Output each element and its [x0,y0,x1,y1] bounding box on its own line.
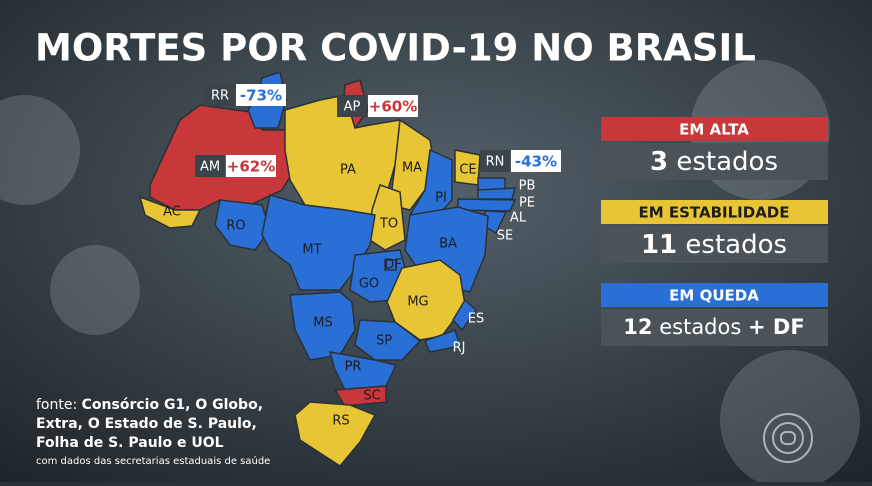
state-label: TO [379,217,398,232]
legend-heading-box [601,117,828,141]
callout-value: +60% [369,98,417,116]
state-label: RO [226,219,245,234]
state-es [452,298,477,332]
legend-count-number: 3 [650,147,668,177]
callout-code: AM [200,160,220,175]
state-label: PR [345,360,362,375]
state-label: MT [302,243,321,258]
legend-count-box [601,143,828,180]
state-label: PA [340,163,356,178]
legend-count-number: 12 [623,315,652,339]
state-ro [214,199,271,251]
legend-count-unit: estados [676,147,778,177]
source-line: Consórcio G1, O Globo, [82,397,263,413]
source-label: fonte: [36,397,77,413]
legend-heading-box [601,283,828,307]
state-label: BA [439,237,457,252]
state-label: AC [163,205,181,220]
source-note: com dados das secretarias estaduais de s… [36,455,270,467]
state-label: MA [402,161,422,176]
callout-value-box [511,150,561,172]
state-sp [354,319,422,361]
callout-value-box [236,84,286,106]
state-label: PE [519,196,535,211]
state-pb [477,187,516,200]
state-label: MS [313,316,332,331]
state-df [384,259,397,271]
state-label: SP [376,334,392,349]
state-ma [389,118,436,211]
legend-count-extra: + DF [748,315,805,339]
callout-code-box [205,84,235,106]
callout-value-box [226,155,276,177]
legend-count: 11 estados [641,230,787,260]
state-label: RS [332,414,349,429]
legend-count-unit: estados [685,230,787,260]
state-label: PI [435,191,447,206]
source-line: Extra, O Estado de S. Paulo, [36,416,257,432]
legend-count: 12 estados + DF [623,315,804,339]
callout-code: AP [344,100,361,115]
state-to [369,184,406,251]
callout-code-box [195,155,225,177]
state-label: SC [363,389,380,404]
legend-heading: EM QUEDA [669,287,759,305]
globo-logo [763,413,813,463]
legend-count-number: 11 [641,230,677,260]
callouts: RR -73% AP +60% AM +62% RN -43% [195,84,561,177]
state-rs [294,401,377,467]
source-line: Folha de S. Paulo e UOL [36,435,224,451]
legend: EM ALTA 3 estados EM ESTABILIDADE 11 estado… [601,117,828,346]
legend-heading: EM ESTABILIDADE [638,204,789,222]
state-mt [261,194,376,291]
legend-count-box [601,309,828,346]
state-label: MG [407,295,428,310]
state-label: GO [359,277,379,292]
state-label: RJ [453,341,466,356]
callout-value: -73% [240,87,282,105]
legend-heading-box [601,200,828,224]
state-label: ES [468,312,484,327]
legend-count-box [601,226,828,263]
state-ac [138,195,202,229]
callout-value-box [368,95,418,117]
legend-count: 3 estados [650,147,778,177]
callout-code-box [337,95,367,117]
callout-code: RR [211,89,229,104]
state-sc [333,385,387,407]
source: fonte: Consórcio G1, O Globo, [36,397,263,413]
state-ms [289,291,356,361]
callout-code: RN [486,155,505,170]
state-label: CE [459,163,476,178]
legend-count-unit: estados [659,315,741,339]
legend-heading: EM ALTA [679,121,749,139]
title: MORTES POR COVID-19 NO BRASIL [35,27,756,70]
state-label: PB [519,179,536,194]
state-label: DF [384,258,402,273]
callout-value: +62% [227,158,275,176]
callout-value: -43% [515,153,557,171]
state-label: AL [510,211,527,226]
callout-code-box [480,150,510,172]
state-rj [423,329,461,353]
state-label: SE [497,229,513,244]
